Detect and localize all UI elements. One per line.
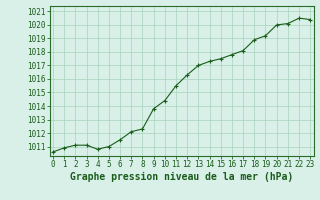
X-axis label: Graphe pression niveau de la mer (hPa): Graphe pression niveau de la mer (hPa) xyxy=(70,172,293,182)
